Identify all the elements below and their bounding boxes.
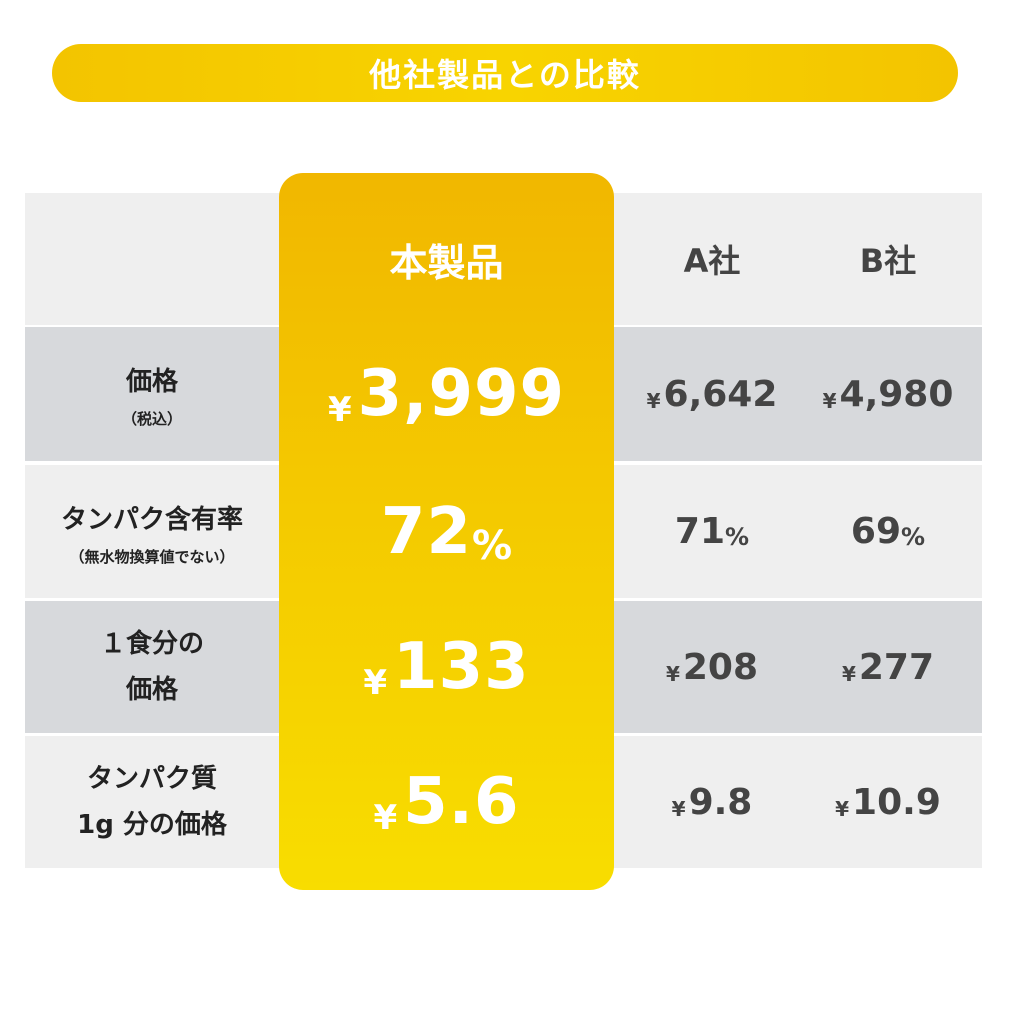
header-ours-label: 本製品 bbox=[389, 240, 504, 285]
row-label-line-2: 1g 分の価格 bbox=[77, 810, 227, 840]
ours-serving-value: 133 bbox=[393, 630, 530, 704]
b-price-value: 4,980 bbox=[839, 373, 954, 415]
row-label-main: タンパク含有率 bbox=[60, 504, 243, 535]
b-protein-content: 69 % bbox=[790, 465, 986, 598]
ours-price: ¥ 3,999 bbox=[279, 327, 614, 461]
our-product-highlight-column bbox=[279, 173, 614, 890]
page-title: 他社製品との比較 bbox=[369, 56, 641, 94]
yen-symbol: ¥ bbox=[363, 663, 388, 703]
row-label-line-2: 価格 bbox=[125, 675, 178, 705]
percent-symbol: % bbox=[725, 523, 750, 551]
row-label-protein-content: タンパク含有率 （無水物換算値でない） bbox=[25, 465, 279, 598]
row-label-line-1: １食分の bbox=[99, 629, 204, 659]
header-ours: 本製品 bbox=[279, 193, 614, 325]
row-label-price: 価格 （税込） bbox=[25, 327, 279, 461]
b-serving-value: 277 bbox=[858, 646, 935, 688]
b-price-per-serving: ¥ 277 bbox=[790, 601, 986, 733]
header-company-a-label: A社 bbox=[683, 242, 741, 280]
yen-symbol: ¥ bbox=[822, 388, 837, 413]
yen-symbol: ¥ bbox=[671, 796, 686, 821]
row-label-sub: （無水物換算値でない） bbox=[69, 547, 235, 566]
ours-price-per-gram: ¥ 5.6 bbox=[279, 736, 614, 868]
row-label-sub: （税込） bbox=[121, 410, 182, 428]
yen-symbol: ¥ bbox=[841, 661, 856, 686]
b-protein-value: 69 bbox=[850, 511, 902, 552]
a-protein-content: 71 % bbox=[614, 465, 810, 598]
a-price-per-gram: ¥ 9.8 bbox=[614, 736, 810, 868]
header-company-a: A社 bbox=[614, 193, 810, 325]
b-price-per-gram: ¥ 10.9 bbox=[790, 736, 986, 868]
a-protein-value: 71 bbox=[674, 511, 726, 552]
yen-symbol: ¥ bbox=[665, 661, 680, 686]
header-company-b-label: B社 bbox=[859, 242, 917, 280]
yen-symbol: ¥ bbox=[835, 796, 850, 821]
percent-symbol: % bbox=[901, 523, 926, 551]
row-label-price-per-gram: タンパク質 1g 分の価格 bbox=[25, 736, 279, 868]
ours-protein-value: 72 bbox=[380, 494, 472, 569]
b-gram-value: 10.9 bbox=[852, 781, 941, 823]
a-price-value: 6,642 bbox=[663, 373, 778, 415]
a-price: ¥ 6,642 bbox=[614, 327, 810, 461]
b-price: ¥ 4,980 bbox=[790, 327, 986, 461]
row-label-line-1: タンパク質 bbox=[86, 764, 217, 794]
ours-price-per-serving: ¥ 133 bbox=[279, 601, 614, 733]
ours-price-value: 3,999 bbox=[357, 357, 566, 431]
title-banner: 他社製品との比較 bbox=[52, 44, 958, 102]
yen-symbol: ¥ bbox=[646, 388, 661, 413]
yen-symbol: ¥ bbox=[327, 390, 352, 430]
header-company-b: B社 bbox=[790, 193, 986, 325]
row-label-main: 価格 bbox=[125, 367, 178, 397]
a-gram-value: 9.8 bbox=[688, 781, 753, 823]
yen-symbol: ¥ bbox=[373, 798, 398, 838]
ours-protein-content: 72 % bbox=[279, 465, 614, 598]
row-label-price-per-serving: １食分の 価格 bbox=[25, 601, 279, 733]
ours-gram-value: 5.6 bbox=[403, 765, 520, 839]
a-serving-value: 208 bbox=[682, 646, 759, 688]
percent-symbol: % bbox=[471, 522, 513, 569]
a-price-per-serving: ¥ 208 bbox=[614, 601, 810, 733]
